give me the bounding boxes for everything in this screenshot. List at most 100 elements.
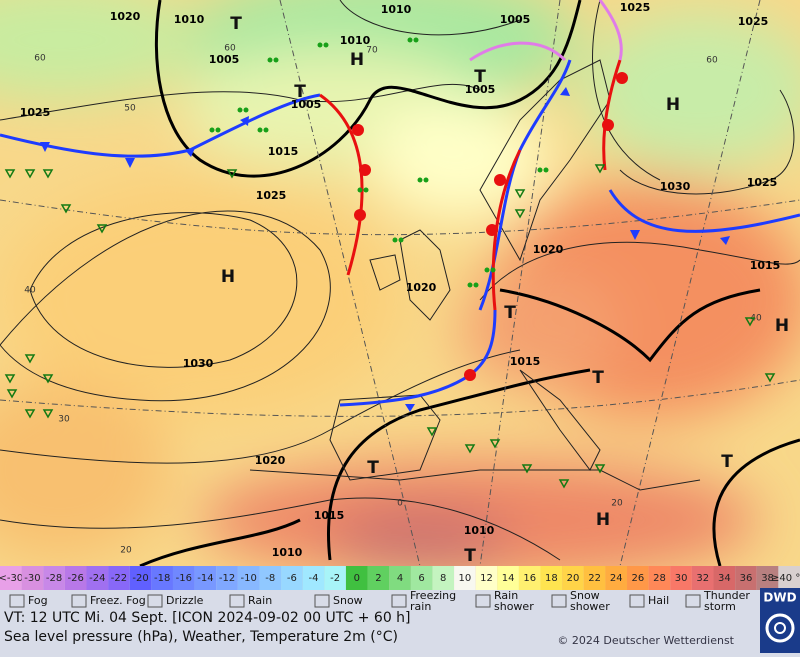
shower-symbol bbox=[42, 169, 54, 179]
scale-cell bbox=[281, 566, 303, 590]
rain-symbol bbox=[543, 167, 549, 173]
scale-label: 12 bbox=[480, 573, 493, 584]
isobar-label: 1020 bbox=[533, 243, 564, 256]
low-pressure-label: T bbox=[367, 458, 379, 478]
scale-label: 6 bbox=[418, 573, 424, 584]
rain-symbol bbox=[317, 42, 323, 48]
scale-label: 38 bbox=[761, 573, 774, 584]
scale-cell bbox=[21, 566, 44, 590]
isobar-label: 1005 bbox=[209, 53, 240, 66]
scale-label: 26 bbox=[631, 573, 644, 584]
legend-icon bbox=[147, 594, 163, 608]
shower-symbol bbox=[4, 169, 16, 179]
rain-symbol bbox=[484, 267, 490, 273]
shower-symbol bbox=[226, 169, 238, 179]
scale-cell bbox=[129, 566, 152, 590]
scale-cell bbox=[562, 566, 584, 590]
isobar-label: 1015 bbox=[268, 145, 299, 158]
scale-cell bbox=[475, 566, 498, 590]
shower-symbol bbox=[764, 373, 776, 383]
dwd-logo-text: DWD bbox=[763, 591, 796, 605]
scale-cell bbox=[410, 566, 433, 590]
scale-label: 18 bbox=[545, 573, 558, 584]
isotherm-label: 20 bbox=[611, 499, 623, 509]
isobar-label: 1015 bbox=[750, 259, 781, 272]
scale-label: -12 bbox=[219, 573, 235, 584]
rain-symbol bbox=[267, 57, 273, 63]
isobar-label: 1010 bbox=[174, 13, 205, 26]
legend-label: Thunder storm bbox=[703, 589, 750, 613]
legend-label: Drizzle bbox=[166, 594, 204, 607]
scale-cell bbox=[627, 566, 649, 590]
shower-symbol bbox=[521, 464, 533, 474]
scale-label: 28 bbox=[653, 573, 666, 584]
legend-label: Fog bbox=[28, 594, 48, 607]
shower-symbol bbox=[489, 439, 501, 449]
scale-cell bbox=[216, 566, 238, 590]
shower-symbol bbox=[514, 209, 526, 219]
scale-cell bbox=[497, 566, 519, 590]
scale-cell bbox=[756, 566, 779, 590]
legend-label: Freezing rain bbox=[410, 589, 456, 613]
scale-cell bbox=[367, 566, 390, 590]
scale-label: 34 bbox=[718, 573, 731, 584]
scale-cell bbox=[518, 566, 541, 590]
rain-symbol bbox=[413, 37, 419, 43]
isobar-label: 1025 bbox=[20, 106, 51, 119]
footer: VT: 12 UTC Mi. 04 Sept. [ICON 2024-09-02… bbox=[0, 588, 800, 653]
occluded-front bbox=[598, 0, 623, 61]
shower-symbol bbox=[24, 409, 36, 419]
scale-cell bbox=[194, 566, 217, 590]
scale-label: 20 bbox=[567, 573, 580, 584]
isobar-label: 1010 bbox=[464, 524, 495, 537]
rain-symbol bbox=[537, 167, 543, 173]
isotherm-label: 60 bbox=[224, 44, 236, 54]
isobar-label: 1020 bbox=[255, 454, 286, 467]
scale-label: 4 bbox=[397, 573, 403, 584]
scale-label: -28 bbox=[46, 573, 62, 584]
scale-cell bbox=[43, 566, 65, 590]
scale-label: 8 bbox=[440, 573, 446, 584]
scale-label: 2 bbox=[375, 573, 381, 584]
isobar-label: 1030 bbox=[660, 180, 691, 193]
scale-cell bbox=[302, 566, 325, 590]
valid-time: VT: 12 UTC Mi. 04 Sept. [ICON 2024-09-02… bbox=[4, 610, 411, 626]
isobar-label: 1005 bbox=[500, 13, 531, 26]
shower-symbol bbox=[42, 409, 54, 419]
shower-symbol bbox=[594, 164, 606, 174]
isobar-label: 1010 bbox=[340, 34, 371, 47]
isobar-label: 1020 bbox=[110, 10, 141, 23]
shower-symbol bbox=[60, 204, 72, 214]
legend-label: Rain shower bbox=[494, 589, 534, 613]
scale-label: -16 bbox=[176, 573, 192, 584]
shower-symbol bbox=[514, 189, 526, 199]
scale-cell bbox=[691, 566, 714, 590]
legend-icon bbox=[685, 594, 701, 608]
shower-symbol bbox=[24, 169, 36, 179]
isobar-label: 1025 bbox=[747, 176, 778, 189]
scale-cell bbox=[778, 566, 800, 590]
isotherm-label: 70 bbox=[366, 46, 378, 56]
cold-front bbox=[608, 189, 800, 233]
rain-symbol bbox=[473, 282, 479, 288]
scale-label: -6 bbox=[287, 573, 297, 584]
scale-cell bbox=[259, 566, 282, 590]
scale-label: 24 bbox=[610, 573, 623, 584]
rain-symbol bbox=[215, 127, 221, 133]
legend-label: Snow bbox=[333, 594, 363, 607]
isotherm-label: 50 bbox=[124, 104, 136, 114]
scale-cell bbox=[86, 566, 109, 590]
rain-symbol bbox=[467, 282, 473, 288]
rain-symbol bbox=[392, 237, 398, 243]
isobar-label: 1010 bbox=[381, 3, 412, 16]
scale-cell bbox=[0, 566, 22, 590]
map: 1020 1010 1010 1005 1025 1025 1005 1010 1005 1005… bbox=[0, 0, 800, 580]
isobar-label: 1005 bbox=[465, 83, 496, 96]
scale-cell bbox=[345, 566, 368, 590]
legend-icon bbox=[551, 594, 567, 608]
isobar-label: 1015 bbox=[510, 355, 541, 368]
scale-label: -8 bbox=[265, 573, 275, 584]
rain-symbol bbox=[257, 127, 263, 133]
rain-symbol bbox=[243, 107, 249, 113]
